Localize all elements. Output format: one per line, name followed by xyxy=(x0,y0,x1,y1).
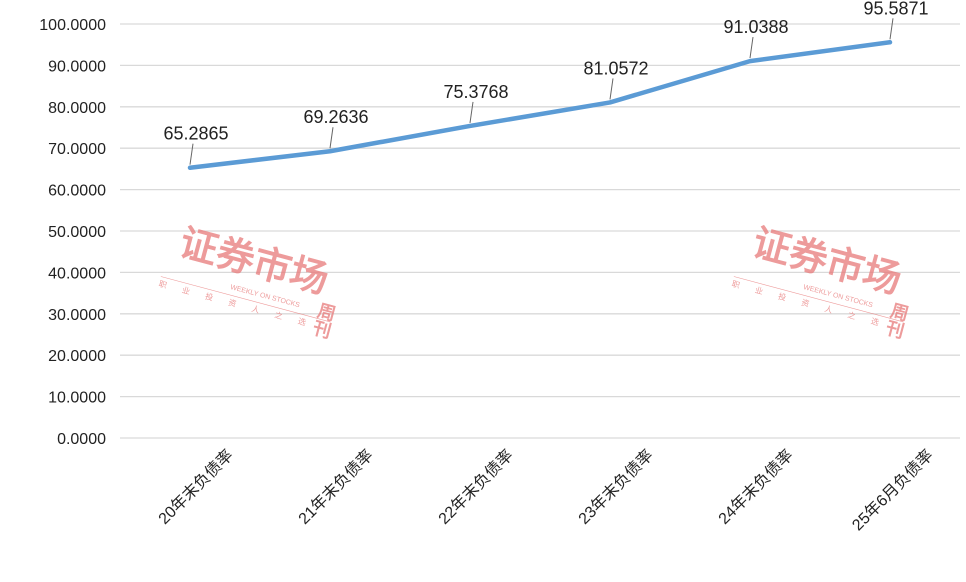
y-tick-label: 0.0000 xyxy=(57,431,106,448)
x-tick-label: 24年末负债率 xyxy=(715,446,797,528)
data-label-leader xyxy=(749,37,754,59)
y-tick-label: 10.0000 xyxy=(48,390,106,407)
watermark-slogan-char: 业 xyxy=(181,285,191,297)
watermark-slogan-char: 人 xyxy=(250,304,260,315)
data-labels: 65.2865 69.2636 75.3768 81.0572 91.0388 95.58… xyxy=(163,0,929,165)
data-point xyxy=(888,40,892,45)
watermark-slogan-char: 职 xyxy=(731,279,741,290)
y-axis-tick-labels: 0.0000 10.0000 20.0000 30.0000 40.0000 50.000… xyxy=(39,17,106,448)
data-label-leader xyxy=(469,101,474,124)
data-label-leader xyxy=(329,127,334,149)
watermark-slogan-char: 业 xyxy=(754,285,764,297)
data-point xyxy=(608,100,612,105)
y-tick-label: 100.0000 xyxy=(39,17,106,34)
watermark-slogan-char: 之 xyxy=(847,309,857,321)
data-point xyxy=(468,123,472,128)
data-label: 69.2636 xyxy=(303,107,368,127)
y-tick-label: 70.0000 xyxy=(48,141,106,158)
series-layer xyxy=(187,40,893,170)
data-point xyxy=(748,59,752,64)
y-tick-label: 20.0000 xyxy=(48,348,106,365)
grid-lines xyxy=(120,23,960,439)
x-tick-label: 20年末负债率 xyxy=(155,446,237,528)
data-label-leader xyxy=(609,78,614,100)
y-tick-label: 90.0000 xyxy=(48,58,106,75)
series-line xyxy=(187,40,893,170)
x-tick-label: 23年末负债率 xyxy=(575,446,657,528)
watermark-slogan-char: 投 xyxy=(204,291,214,303)
data-label: 91.0388 xyxy=(723,17,788,37)
data-label-leader xyxy=(189,143,194,165)
y-tick-label: 40.0000 xyxy=(48,265,106,282)
watermark-slogan-char: 人 xyxy=(823,304,833,315)
data-label: 65.2865 xyxy=(163,124,228,144)
watermark-slogan-char: 职 xyxy=(158,279,168,290)
data-label-leader xyxy=(889,18,894,40)
watermark-slogan-char: 之 xyxy=(274,309,284,321)
x-tick-label: 25年6月负债率 xyxy=(849,446,937,534)
watermark-slogan-char: 选 xyxy=(297,316,307,328)
data-point xyxy=(328,149,332,154)
watermark-slogan-char: 资 xyxy=(227,297,237,309)
watermark-slogan-char: 资 xyxy=(800,297,810,309)
watermark-slogan-char: 选 xyxy=(870,316,880,328)
y-tick-label: 60.0000 xyxy=(48,183,106,200)
y-tick-label: 30.0000 xyxy=(48,307,106,324)
y-tick-label: 80.0000 xyxy=(48,100,106,117)
data-label: 75.3768 xyxy=(443,82,508,102)
data-label: 81.0572 xyxy=(583,58,648,78)
y-tick-label: 50.0000 xyxy=(48,224,106,241)
x-tick-label: 22年末负债率 xyxy=(435,446,517,528)
data-label: 95.5871 xyxy=(863,0,928,18)
data-point xyxy=(188,165,192,170)
watermark-slogan-char: 投 xyxy=(777,291,787,303)
x-axis-tick-labels: 20年末负债率 21年末负债率 22年末负债率 23年末负债率 24年末负债率 25年6月… xyxy=(155,446,937,534)
x-tick-label: 21年末负债率 xyxy=(295,446,377,528)
